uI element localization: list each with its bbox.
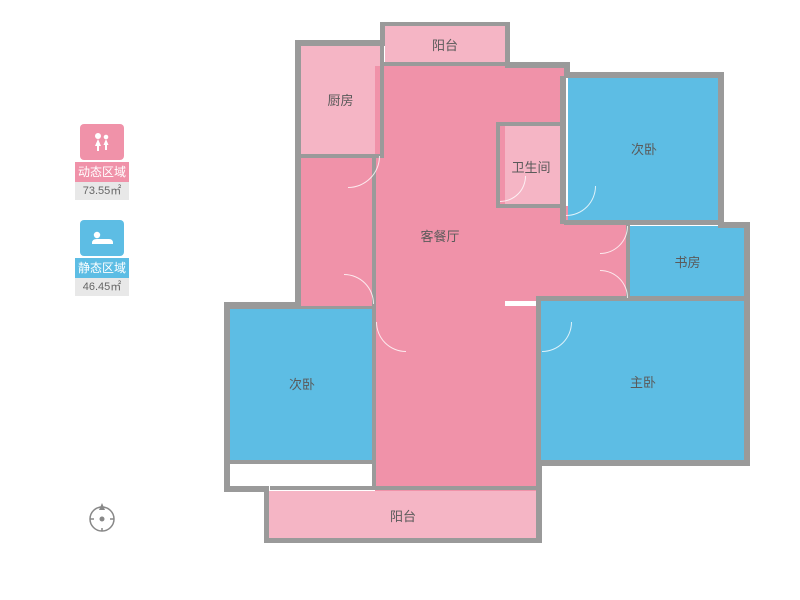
room-label: 阳台: [432, 35, 458, 54]
wall: [744, 222, 750, 466]
wall: [536, 296, 750, 301]
wall: [264, 538, 542, 543]
dynamic-icon: [80, 124, 124, 160]
room-label: 卫生间: [511, 157, 550, 176]
room-balcony-top: 阳台: [385, 26, 505, 62]
compass-icon: [85, 500, 119, 539]
wall: [295, 40, 301, 158]
room-living: 客餐厅: [375, 66, 505, 486]
room-label: 次卧: [289, 374, 315, 393]
room-balcony-bottom: 阳台: [268, 491, 538, 539]
wall: [372, 154, 376, 308]
wall: [380, 62, 510, 66]
room-label: 阳台: [390, 506, 416, 525]
wall: [496, 204, 566, 208]
legend-panel: 动态区域 73.55㎡ 静态区域 46.45㎡: [72, 124, 132, 316]
wall: [564, 220, 724, 225]
room-label: 书房: [674, 252, 700, 271]
dynamic-label: 动态区域: [75, 162, 129, 182]
static-icon: [80, 220, 124, 256]
wall: [295, 40, 385, 46]
wall: [564, 72, 724, 78]
wall: [270, 486, 540, 490]
wall: [380, 22, 510, 26]
room-kitchen: 厨房: [298, 44, 383, 154]
wall: [224, 486, 268, 492]
static-label: 静态区域: [75, 258, 129, 278]
room-label: 客餐厅: [420, 226, 459, 245]
wall: [718, 72, 724, 224]
wall: [505, 62, 570, 68]
room-label: 次卧: [631, 139, 657, 158]
wall: [228, 306, 376, 309]
wall: [536, 296, 541, 464]
room-bedroom-sw: 次卧: [228, 306, 376, 461]
legend-dynamic: 动态区域 73.55㎡: [72, 124, 132, 200]
floorplan: 阳台 厨房 卫生间 客餐厅 次卧 书房 主卧 次卧 阳台: [210, 26, 755, 566]
wall: [295, 154, 301, 306]
legend-static: 静态区域 46.45㎡: [72, 220, 132, 296]
room-label: 主卧: [630, 372, 656, 391]
room-study: 书房: [630, 226, 745, 296]
wall: [228, 460, 376, 464]
static-value: 46.45㎡: [75, 278, 129, 296]
wall: [505, 22, 510, 66]
wall: [536, 460, 542, 542]
room-label: 厨房: [327, 90, 353, 109]
wall: [380, 44, 384, 156]
wall: [496, 122, 566, 126]
wall: [536, 460, 750, 466]
dynamic-value: 73.55㎡: [75, 182, 129, 200]
wall: [626, 224, 630, 298]
wall: [264, 486, 269, 542]
living-fill-2: [500, 66, 565, 126]
wall: [380, 22, 385, 44]
